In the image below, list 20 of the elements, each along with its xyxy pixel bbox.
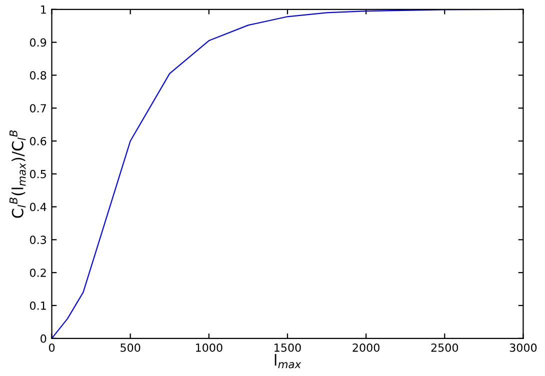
y-tick-label: 0	[40, 334, 46, 343]
x-tick-label: 3000	[510, 343, 537, 352]
x-tick-label: 500	[120, 343, 140, 352]
y-tick-label: 0.5	[30, 170, 46, 178]
y-tick-label: 0.9	[30, 38, 46, 47]
y-tick-label: 1	[41, 6, 46, 14]
y-tick-label: 0.4	[30, 202, 46, 212]
x-tick-label: 1500	[274, 343, 301, 352]
y-tick-label: 0.3	[30, 236, 46, 244]
y-tick-label: 0.8	[30, 71, 46, 80]
x-tick-label: 2000	[352, 343, 380, 352]
x-tick-label: 2500	[431, 343, 458, 352]
x-axis-title: l$_{max}$	[274, 354, 302, 368]
y-axis-title: C$_{l}$$^{B}$(l$_{max}$)/C$_{l}$$^{B}$	[10, 130, 26, 218]
x-tick-label: 0	[48, 343, 55, 352]
y-tick-label: 0.6	[30, 136, 46, 146]
y-tick-label: 0.1	[30, 301, 46, 310]
x-tick-label: 1000	[196, 343, 222, 352]
y-tick-label: 0.7	[30, 104, 46, 112]
y-tick-label: 0.2	[30, 268, 46, 277]
